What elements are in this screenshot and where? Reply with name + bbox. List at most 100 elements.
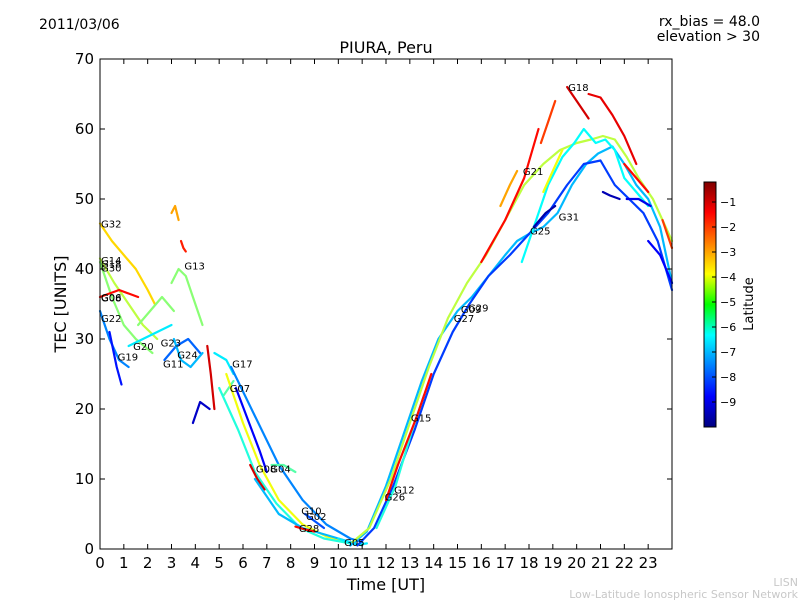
series-track-14 [206, 344, 216, 411]
x-tick-label-2: 2 [143, 554, 153, 572]
satellite-label-28: G25 [530, 227, 550, 238]
x-axis-label: Time [UT] [346, 575, 425, 594]
x-tick-label-13: 13 [400, 554, 419, 572]
colorbar-tick-label-7: −8 [720, 371, 736, 384]
x-tick-label-6: 6 [238, 554, 248, 572]
satellite-label-0: G32 [101, 220, 121, 231]
y-tick-label-6: 60 [75, 120, 94, 138]
x-tick-label-22: 22 [615, 554, 634, 572]
satellite-label-10: G11 [163, 360, 183, 371]
y-tick-label-7: 70 [75, 50, 94, 68]
series-track-33 [480, 127, 540, 264]
y-tick-label-4: 40 [75, 260, 94, 278]
satellite-label-27: G21 [523, 167, 543, 178]
satellite-label-30: G18 [568, 83, 588, 94]
satellite-label-7: G19 [118, 353, 138, 364]
y-tick-label-3: 30 [75, 330, 94, 348]
colorbar [703, 181, 717, 428]
series-track-40 [601, 190, 621, 201]
x-tick-label-7: 7 [262, 554, 272, 572]
series-track-5 [98, 288, 140, 299]
series-track-16 [222, 379, 235, 397]
series-layer [98, 85, 674, 547]
satellite-label-1: G14 [101, 256, 121, 267]
satellite-label-16: G04 [270, 465, 290, 476]
x-tick-label-11: 11 [353, 554, 372, 572]
series-track-41 [623, 162, 650, 194]
y-tick-label-2: 20 [75, 400, 94, 418]
x-tick-label-10: 10 [329, 554, 348, 572]
series-track-34 [539, 99, 557, 145]
series-track-19 [225, 372, 352, 544]
series-track-4 [108, 330, 123, 386]
satellite-label-17: G10 [301, 507, 321, 518]
y-tick-label-1: 10 [75, 470, 94, 488]
series-track-44 [661, 218, 674, 250]
series-track-18 [234, 386, 268, 474]
series-track-8 [170, 267, 204, 327]
series-track-38 [565, 85, 590, 120]
x-tick-label-18: 18 [519, 554, 538, 572]
x-tick-label-5: 5 [214, 554, 224, 572]
satellite-label-2: G18 [101, 259, 121, 270]
satellite-label-12: G13 [184, 262, 204, 273]
series-track-37 [532, 204, 557, 229]
series-track-35 [520, 127, 650, 264]
chart-title: PIURA, Peru [339, 38, 433, 57]
series-track-17 [230, 365, 364, 544]
series-track-31 [384, 372, 433, 502]
y-axis-label: TEC [UNITS] [51, 256, 70, 354]
colorbar-tick-label-1: −2 [720, 221, 736, 234]
satellite-label-3: G30 [101, 264, 121, 275]
series-track-28 [351, 134, 674, 544]
x-tick-label-8: 8 [286, 554, 296, 572]
y-ticks: 0 10 20 30 40 50 60 70 [75, 50, 672, 558]
satellite-label-14: G07 [230, 384, 250, 395]
satellite-label-24: G27 [454, 314, 474, 325]
series-track-22 [270, 463, 297, 474]
colorbar-ticks: −1 −2 −3 −4 −5 −6 −7 −8 −9 [712, 196, 736, 409]
series-track-25 [303, 512, 326, 530]
satellite-label-21: G12 [394, 486, 414, 497]
colorbar-tick-label-8: −9 [720, 396, 736, 409]
series-track-3 [98, 309, 130, 369]
satellite-label-20: G05 [344, 538, 364, 549]
satellite-label-25: G09 [461, 305, 481, 316]
series-track-43 [647, 239, 674, 285]
x-tick-label-1: 1 [119, 554, 129, 572]
colorbar-tick-label-5: −6 [720, 321, 736, 334]
footer-org-short: LISN [773, 576, 798, 589]
y-tick-label-0: 0 [84, 540, 94, 558]
colorbar-tick-label-3: −4 [720, 271, 736, 284]
x-tick-label-3: 3 [167, 554, 177, 572]
elevation-label: elevation > 30 [656, 29, 760, 45]
series-track-10 [179, 239, 187, 253]
series-track-11 [163, 337, 202, 362]
x-tick-label-19: 19 [543, 554, 562, 572]
series-track-32 [499, 169, 519, 208]
series-track-20 [218, 386, 352, 545]
series-track-0 [98, 222, 156, 306]
series-track-15 [213, 351, 235, 376]
x-tick-label-20: 20 [567, 554, 586, 572]
x-tick-label-21: 21 [591, 554, 610, 572]
x-tick-label-9: 9 [310, 554, 320, 572]
series-track-9 [170, 204, 180, 222]
series-track-13 [191, 400, 211, 425]
satellite-label-19: G28 [299, 524, 319, 535]
colorbar-tick-label-4: −5 [720, 296, 736, 309]
satellite-label-4: G06 [101, 293, 121, 304]
series-track-7 [137, 295, 175, 327]
x-tick-label-16: 16 [472, 554, 491, 572]
satellite-label-22: G26 [385, 493, 405, 504]
x-tick-label-15: 15 [448, 554, 467, 572]
satellite-label-18: G02 [306, 512, 326, 523]
satellite-label-26: G29 [468, 304, 488, 315]
satellite-label-5: G08 [101, 294, 121, 305]
satellite-label-13: G17 [232, 360, 252, 371]
satellite-label-9: G23 [161, 339, 181, 350]
series-track-24 [294, 525, 316, 533]
x-tick-label-23: 23 [639, 554, 658, 572]
